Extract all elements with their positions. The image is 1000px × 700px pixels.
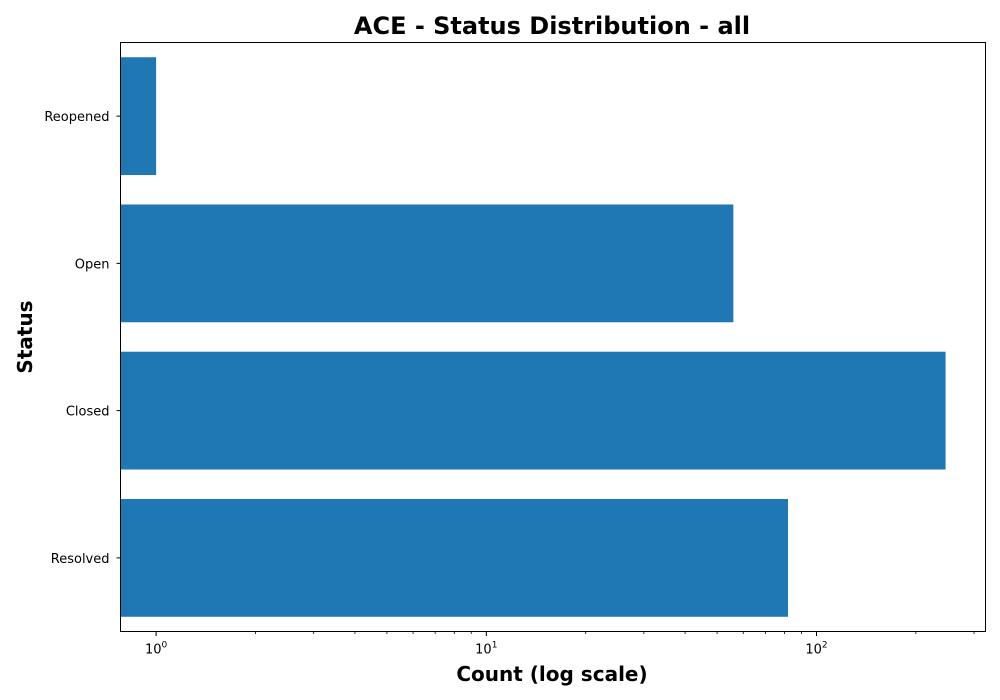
x-tick-label: 100 <box>145 641 168 658</box>
y-tick-label-closed: Closed <box>66 405 110 420</box>
bars <box>120 57 946 617</box>
chart-title: ACE - Status Distribution - all <box>354 12 750 40</box>
bar-reopened <box>120 57 157 176</box>
x-tick-label: 101 <box>475 641 497 658</box>
x-axis-label: Count (log scale) <box>456 662 647 686</box>
y-axis-label: Status <box>13 300 37 373</box>
bar-resolved <box>120 498 789 617</box>
bar-closed <box>120 351 946 470</box>
x-tick-label: 102 <box>805 641 827 658</box>
plot-frame <box>120 42 986 632</box>
x-axis-ticks: 100 101 102 <box>145 631 975 658</box>
y-tick-label-resolved: Resolved <box>51 552 110 567</box>
y-axis-ticks: Resolved Closed Open Reopened <box>44 110 121 567</box>
bar-open <box>120 204 734 323</box>
y-tick-label-reopened: Reopened <box>44 110 109 125</box>
y-tick-label-open: Open <box>75 257 110 272</box>
